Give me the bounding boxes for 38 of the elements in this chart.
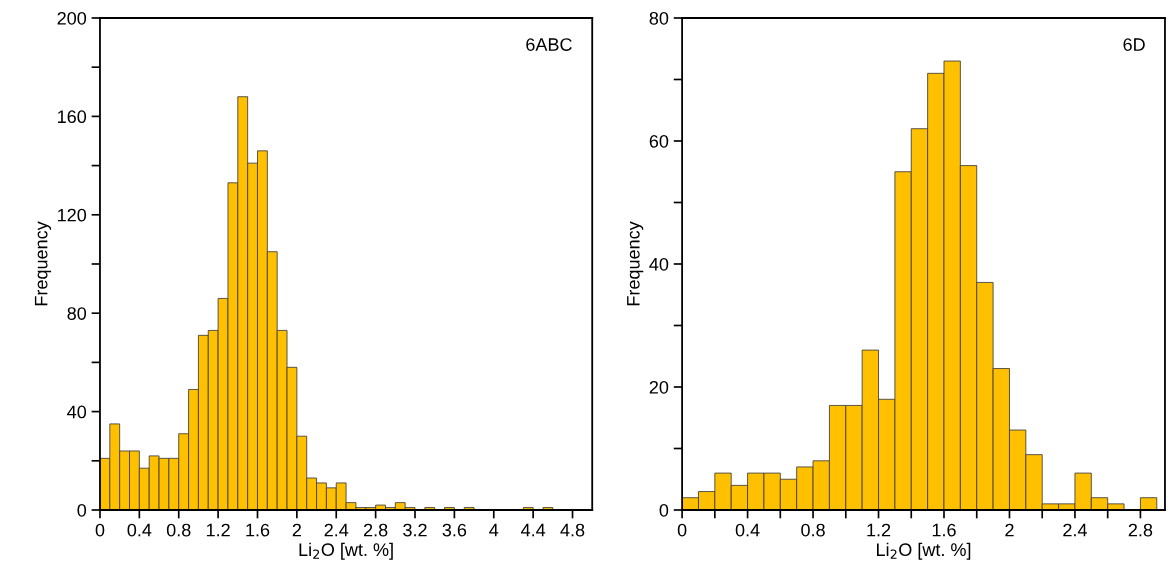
x-tick-label: 1.6 bbox=[932, 523, 956, 537]
y-tick-label: 80 bbox=[67, 307, 87, 320]
x-tick-label: 2.4 bbox=[1063, 523, 1087, 537]
annotation: 6D bbox=[1123, 38, 1145, 51]
x-tick-label: 4 bbox=[489, 523, 499, 537]
x-axis-title: Li$_{2}$O [wt. %] bbox=[876, 542, 971, 560]
x-tick-label: 1.6 bbox=[246, 523, 270, 537]
x-tick-label: 4.4 bbox=[521, 523, 546, 537]
y-tick-label: 40 bbox=[649, 257, 669, 271]
y-axis-title: Frequency bbox=[34, 221, 52, 306]
x-tick-label: 3.2 bbox=[403, 523, 427, 537]
y-tick-label: 0 bbox=[659, 503, 669, 517]
x-tick-label: 1.2 bbox=[206, 523, 230, 537]
y-tick-label: 20 bbox=[649, 380, 669, 394]
x-tick-label: 2 bbox=[292, 523, 301, 537]
x-tick-label: 0.4 bbox=[735, 523, 760, 537]
x-tick-label: 0 bbox=[677, 523, 687, 537]
x-tick-label: 4.8 bbox=[560, 523, 585, 537]
x-tick-label: 2 bbox=[1005, 523, 1014, 537]
y-tick-label: 200 bbox=[57, 11, 87, 25]
y-tick-label: 40 bbox=[67, 405, 87, 419]
x-tick-label: 0.8 bbox=[801, 523, 825, 537]
x-tick-label: 0.4 bbox=[127, 523, 152, 537]
x-tick-label: 0.8 bbox=[166, 523, 191, 537]
x-tick-label: 2.4 bbox=[324, 523, 349, 537]
y-tick-label: 80 bbox=[649, 11, 669, 25]
y-axis-title: Frequency bbox=[627, 221, 644, 306]
x-tick-label: 2.8 bbox=[363, 523, 388, 537]
x-tick-label: 2.8 bbox=[1128, 523, 1153, 537]
x-tick-label: 0 bbox=[95, 523, 105, 537]
y-tick-label: 60 bbox=[649, 134, 669, 148]
x-tick-label: 1.2 bbox=[867, 523, 891, 537]
x-axis-title: Li$_{2}$O [wt. %] bbox=[299, 542, 393, 560]
annotation: 6ABC bbox=[526, 38, 572, 51]
y-tick-label: 0 bbox=[77, 503, 87, 517]
y-tick-label: 160 bbox=[58, 110, 87, 124]
y-tick-label: 120 bbox=[58, 208, 87, 222]
x-tick-label: 3.6 bbox=[442, 523, 467, 537]
